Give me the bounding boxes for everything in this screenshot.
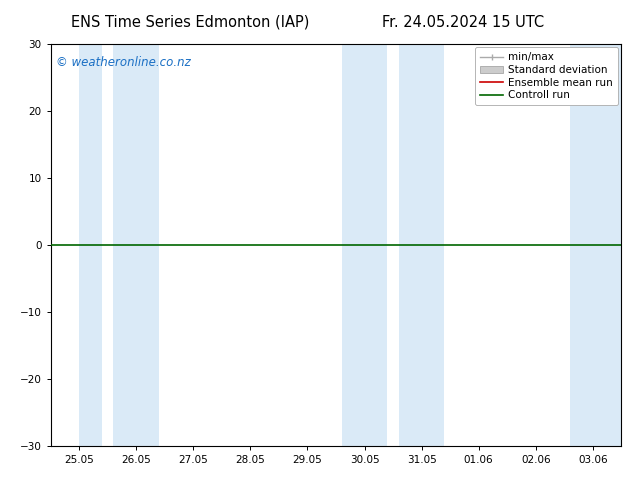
Text: © weatheronline.co.nz: © weatheronline.co.nz (56, 56, 191, 69)
Bar (113, 44, 159, 446)
Legend: min/max, Standard deviation, Ensemble mean run, Controll run: min/max, Standard deviation, Ensemble me… (475, 47, 618, 105)
Bar (342, 44, 387, 446)
Bar (79, 44, 102, 446)
Bar (399, 44, 444, 446)
Text: ENS Time Series Edmonton (IAP): ENS Time Series Edmonton (IAP) (71, 15, 309, 30)
Text: Fr. 24.05.2024 15 UTC: Fr. 24.05.2024 15 UTC (382, 15, 544, 30)
Bar (570, 44, 621, 446)
